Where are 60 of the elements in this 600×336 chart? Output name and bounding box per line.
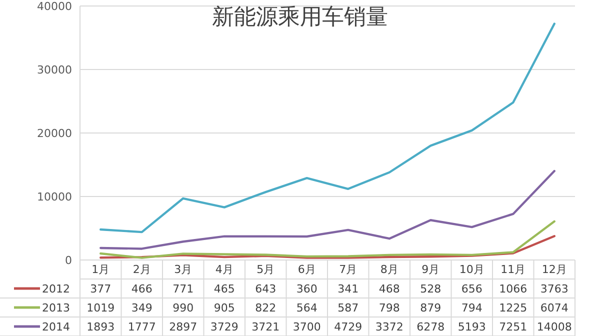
data-label: 14008 [536,320,572,334]
line-series [100,170,556,250]
x-tick-label: 11月 [500,263,526,276]
data-label: 798 [378,301,400,314]
data-label: 468 [378,282,400,296]
legend-label: 2012 [42,282,70,296]
y-tick-label: 10000 [37,190,72,204]
y-tick-label: 20000 [37,126,72,140]
data-label: 794 [461,301,482,314]
data-label: 3729 [210,320,238,334]
data-label: 377 [90,282,112,296]
data-label: 1893 [86,320,115,334]
data-label: 822 [255,301,276,314]
y-tick-label: 0 [65,254,72,267]
data-label: 3372 [375,320,404,334]
data-label: 564 [296,301,318,314]
y-tick-label: 40000 [37,0,72,13]
x-tick-label: 5月 [256,263,275,276]
data-label: 4729 [334,320,362,334]
data-label: 879 [420,301,442,314]
data-label: 1019 [86,301,115,314]
x-tick-label: 2月 [132,263,151,276]
data-label: 5193 [458,320,486,334]
data-label: 6074 [540,301,568,314]
data-label: 7251 [499,320,528,334]
data-label: 2897 [169,320,198,334]
legend-label: 2014 [42,320,70,334]
data-label: 1777 [128,320,156,334]
data-label: 587 [338,301,359,314]
data-label: 349 [131,301,152,314]
data-label: 466 [131,282,152,296]
data-label: 990 [172,301,194,314]
data-label: 3763 [540,282,568,296]
data-label: 3700 [292,320,321,334]
data-label: 528 [420,282,442,296]
x-tick-label: 3月 [174,263,192,276]
x-tick-label: 4月 [215,263,234,276]
x-tick-label: 8月 [380,263,398,276]
y-tick-label: 30000 [37,63,72,76]
data-label: 360 [296,282,318,296]
data-label: 465 [214,282,235,296]
data-label: 1225 [499,301,528,314]
x-tick-label: 7月 [339,263,358,276]
x-tick-label: 9月 [422,263,440,276]
data-label: 1066 [499,282,528,296]
x-tick-label: 1月 [92,263,110,276]
data-label: 6278 [416,320,445,334]
data-label: 341 [338,282,359,296]
line-series [100,220,556,259]
data-label: 656 [461,282,482,296]
data-label: 905 [214,301,235,314]
data-label: 643 [255,282,276,296]
legend-label: 2013 [42,301,70,314]
line-series [100,235,556,259]
chart-title: 新能源乘用车销量 [212,5,388,30]
x-tick-label: 6月 [298,263,316,276]
data-label: 3721 [252,320,280,334]
data-label: 771 [172,282,194,296]
x-tick-label: 12月 [542,263,567,276]
x-tick-label: 10月 [459,263,484,276]
